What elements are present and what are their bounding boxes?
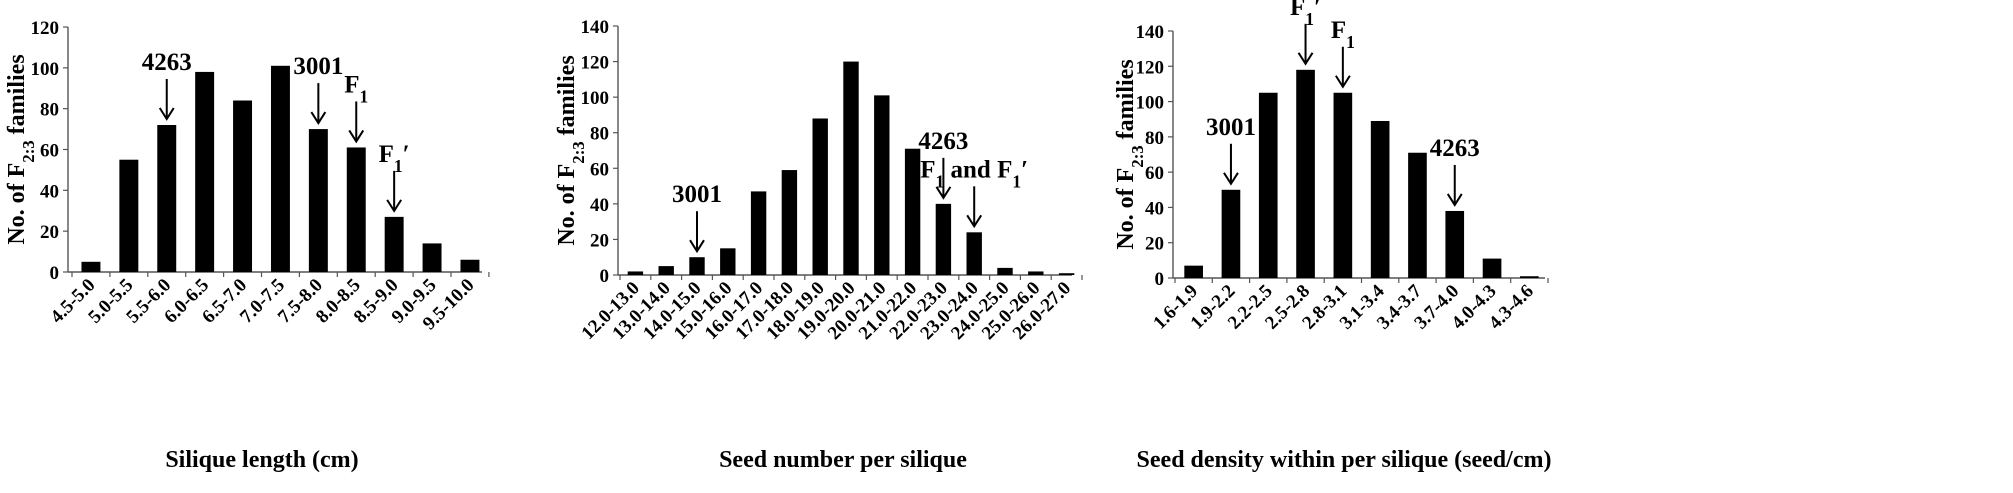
y-tick-label: 80 bbox=[590, 124, 609, 145]
y-tick-label: 40 bbox=[1145, 198, 1164, 219]
y-tick-label: 140 bbox=[1136, 22, 1165, 43]
y-tick-label: 60 bbox=[590, 159, 609, 180]
y-tick-label: 120 bbox=[581, 53, 610, 74]
y-tick-label: 120 bbox=[31, 18, 60, 39]
bar-16.0-17.0 bbox=[750, 191, 767, 275]
y-tick-label: 140 bbox=[581, 17, 610, 38]
bar-8.5-9.0 bbox=[384, 216, 404, 272]
bar-24.0-25.0 bbox=[997, 267, 1013, 275]
y-axis-label: No. of F2:3 families bbox=[554, 55, 588, 245]
bar-3.1-3.4 bbox=[1370, 120, 1390, 278]
annotation-arrowhead bbox=[158, 107, 175, 121]
annotation-label: 3001 bbox=[1206, 114, 1256, 141]
annotation-label: F1 bbox=[1331, 17, 1355, 52]
annotation-arrowhead bbox=[935, 186, 952, 200]
panel-seed-number: 02040608010012014012.0-13.013.0-14.014.0… bbox=[554, 17, 1083, 473]
bar-14.0-15.0 bbox=[689, 257, 705, 275]
y-tick-label: 100 bbox=[581, 88, 610, 109]
bar-4.0-4.3 bbox=[1482, 258, 1502, 278]
bar-3.4-3.7 bbox=[1408, 152, 1427, 278]
annotation-label: 3001 bbox=[293, 53, 343, 80]
x-axis-label: Silique length (cm) bbox=[165, 447, 358, 473]
bar-21.0-22.0 bbox=[904, 148, 921, 275]
y-tick-label: 60 bbox=[1145, 163, 1164, 184]
y-tick-label: 80 bbox=[40, 100, 59, 121]
annotation-arrowhead bbox=[1446, 193, 1463, 207]
annotation-label: 4263 bbox=[1430, 135, 1480, 162]
y-tick-label: 60 bbox=[40, 141, 59, 162]
y-axis-label: No. of F2:3 families bbox=[1113, 59, 1147, 249]
bar-26.0-27.0 bbox=[1058, 273, 1075, 275]
bar-22.0-23.0 bbox=[935, 203, 952, 275]
y-tick-label: 100 bbox=[1136, 93, 1165, 114]
bar-7.5-8.0 bbox=[308, 129, 328, 272]
x-axis-label: Seed number per silique bbox=[719, 447, 967, 473]
bar-7.0-7.5 bbox=[270, 65, 290, 273]
y-tick-label: 20 bbox=[1145, 234, 1164, 255]
bar-9.5-10.0 bbox=[460, 259, 480, 272]
bar-12.0-13.0 bbox=[627, 271, 644, 275]
y-tick-label: 100 bbox=[31, 59, 60, 80]
bar-25.0-26.0 bbox=[1028, 271, 1044, 275]
annotation-arrowhead bbox=[1297, 52, 1314, 66]
bar-5.5-6.0 bbox=[157, 125, 177, 272]
annotation-label: F1 bbox=[344, 71, 368, 106]
y-axis-label: No. of F2:3 families bbox=[4, 54, 38, 244]
y-tick-label: 120 bbox=[1136, 57, 1165, 78]
x-axis-label: Seed density within per silique (seed/cm… bbox=[1137, 447, 1552, 473]
bar-18.0-19.0 bbox=[812, 118, 828, 275]
bar-6.5-7.0 bbox=[233, 100, 253, 272]
y-tick-label: 20 bbox=[40, 222, 59, 243]
annotation-arrowhead bbox=[1335, 75, 1351, 89]
y-tick-label: 80 bbox=[1145, 128, 1164, 149]
annotation-arrowhead bbox=[966, 214, 983, 229]
bar-8.0-8.5 bbox=[346, 147, 366, 272]
bar-19.0-20.0 bbox=[843, 61, 859, 276]
bar-4.5-5.0 bbox=[81, 261, 101, 272]
bar-4.3-4.6 bbox=[1520, 276, 1539, 278]
y-tick-label: 0 bbox=[1155, 269, 1165, 290]
annotation-arrowhead bbox=[689, 239, 705, 254]
bar-2.8-3.1 bbox=[1333, 92, 1353, 278]
bar-13.0-14.0 bbox=[658, 266, 674, 275]
bar-15.0-16.0 bbox=[720, 248, 736, 275]
y-tick-label: 40 bbox=[590, 195, 609, 216]
annotation-label: F1 and F1′ bbox=[920, 156, 1028, 191]
bar-17.0-18.0 bbox=[781, 170, 798, 275]
bar-9.0-9.5 bbox=[422, 243, 442, 272]
bar-1.9-2.2 bbox=[1221, 189, 1241, 278]
bar-3.7-4.0 bbox=[1445, 210, 1465, 278]
bar-5.0-5.5 bbox=[119, 159, 139, 272]
bar-2.5-2.8 bbox=[1296, 69, 1315, 278]
annotation-label: F1′ bbox=[379, 141, 410, 176]
annotation-arrowhead bbox=[348, 129, 365, 144]
bar-20.0-21.0 bbox=[874, 95, 890, 275]
panel-seed-density: 0204060801001201401.6-1.91.9-2.22.2-2.52… bbox=[1113, 0, 1551, 473]
bar-1.6-1.9 bbox=[1184, 265, 1203, 278]
annotation-label: 4263 bbox=[918, 128, 968, 155]
annotation-arrowhead bbox=[310, 111, 327, 125]
annotation-arrowhead bbox=[386, 199, 402, 213]
annotation-label: F1′ bbox=[1290, 0, 1321, 29]
annotation-label: 3001 bbox=[672, 181, 722, 208]
annotation-arrowhead bbox=[1223, 172, 1239, 186]
y-tick-label: 40 bbox=[40, 181, 59, 202]
bar-2.2-2.5 bbox=[1258, 92, 1278, 278]
bar-6.0-6.5 bbox=[195, 71, 215, 273]
y-tick-label: 0 bbox=[600, 266, 610, 287]
bar-23.0-24.0 bbox=[966, 232, 982, 275]
panel-silique-length: 0204060801001204.5-5.05.0-5.55.5-6.06.0-… bbox=[4, 18, 490, 473]
annotation-label: 4263 bbox=[142, 49, 192, 76]
y-tick-label: 0 bbox=[50, 263, 60, 284]
y-tick-label: 20 bbox=[590, 230, 609, 251]
